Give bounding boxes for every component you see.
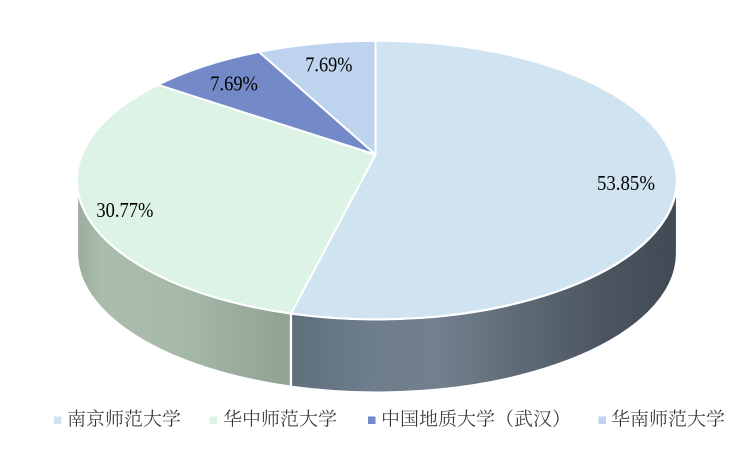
svg-text:7.69%: 7.69% [210,71,258,95]
svg-text:53.85%: 53.85% [597,171,655,195]
svg-text:30.77%: 30.77% [96,198,153,222]
svg-text:7.69%: 7.69% [305,53,352,77]
